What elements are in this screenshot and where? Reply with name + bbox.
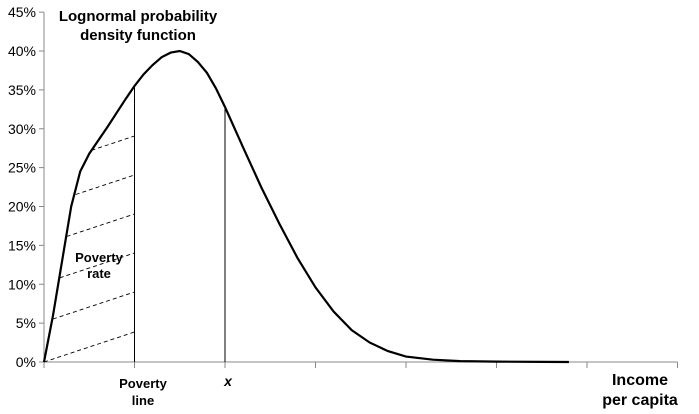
- hatch-line: [75, 174, 135, 195]
- hatch-line: [91, 135, 135, 151]
- poverty-rate-label-line-2: rate: [87, 266, 111, 281]
- hatch-line: [43, 331, 135, 363]
- marker-lines: [134, 85, 226, 362]
- y-tick-label: 20%: [8, 199, 36, 215]
- poverty-line-label-line-1: Poverty: [119, 376, 167, 391]
- x-axis-label-line-1: Income: [612, 372, 668, 389]
- y-tick-label: 25%: [8, 160, 36, 176]
- hatch-line: [59, 252, 135, 279]
- poverty-rate-hatching: [43, 135, 135, 363]
- chart-title-line-1: Lognormal probability: [59, 8, 218, 25]
- y-tick-label: 15%: [8, 237, 36, 253]
- x-axis-label-line-2: per capita: [602, 392, 678, 409]
- y-tick-label: 0%: [16, 354, 36, 370]
- y-tick-label: 45%: [8, 4, 36, 20]
- x-marker-label: x: [223, 373, 233, 389]
- x-axis: [43, 361, 678, 368]
- chart-title-line-2: density function: [80, 27, 196, 44]
- y-axis: 0% 5% 10% 15% 20% 25% 30% 35% 40% 45%: [8, 4, 45, 370]
- poverty-line-label-line-2: line: [132, 393, 154, 408]
- y-tick-label: 10%: [8, 276, 36, 292]
- poverty-rate-label-line-1: Poverty: [75, 250, 123, 265]
- y-tick-label: 40%: [8, 43, 36, 59]
- hatch-line: [52, 291, 135, 320]
- y-tick-label: 5%: [16, 315, 36, 331]
- density-curve: [42, 49, 569, 364]
- hatch-line: [66, 213, 135, 237]
- y-tick-label: 35%: [8, 82, 36, 98]
- y-tick-label: 30%: [8, 121, 36, 137]
